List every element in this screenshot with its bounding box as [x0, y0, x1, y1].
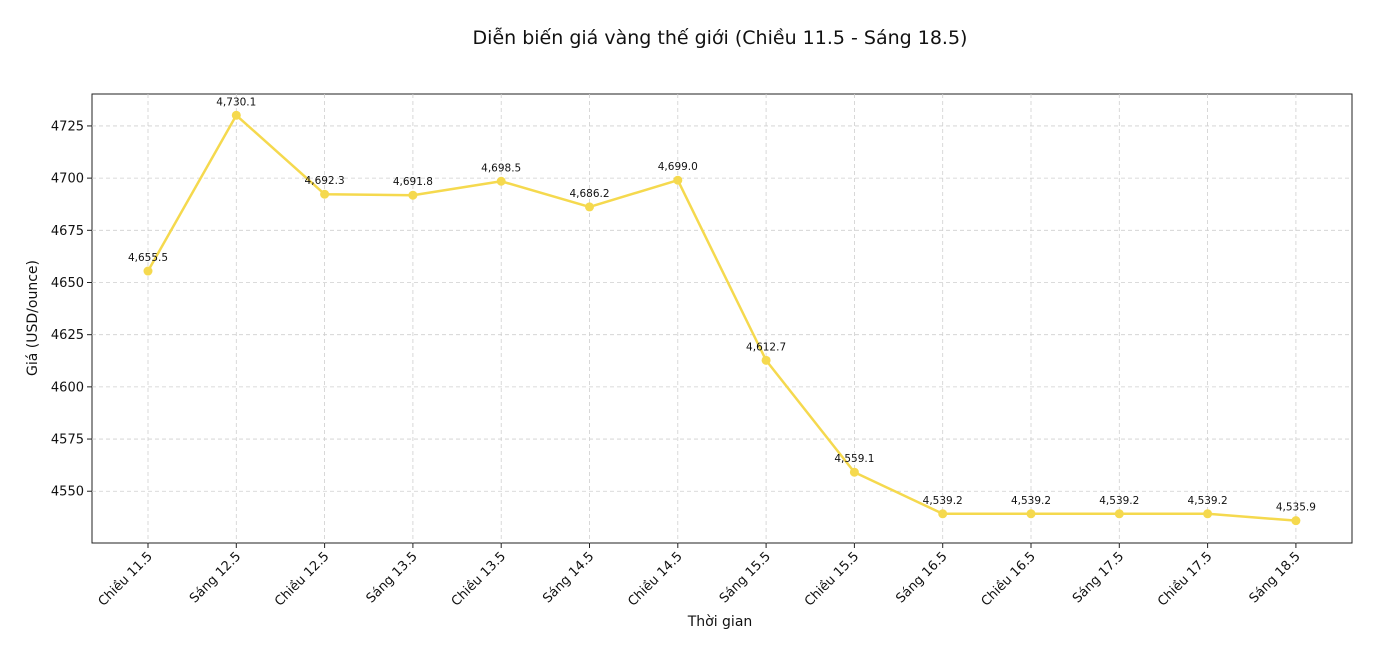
x-tick-label: Chiều 16.5	[979, 549, 1039, 609]
data-label: 4,539.2	[1011, 495, 1051, 507]
data-point	[849, 467, 859, 477]
data-point	[1203, 509, 1213, 519]
x-tick-label: Sáng 14.5	[540, 549, 597, 606]
y-axis: 4550 4575 4600 4625 4650 4675 4700 4725	[51, 119, 92, 500]
data-label: 4,730.1	[216, 96, 256, 108]
data-point	[320, 189, 330, 199]
x-tick-label: Chiều 15.5	[802, 549, 862, 609]
y-tick-label: 4600	[51, 380, 84, 395]
series-line	[146, 114, 1296, 522]
x-axis-title: Thời gian	[687, 614, 753, 630]
plot-area	[91, 93, 1353, 544]
data-label: 4,539.2	[923, 495, 963, 507]
data-label: 4,698.5	[481, 162, 521, 174]
x-tick-label: Sáng 16.5	[893, 549, 950, 606]
data-label: 4,559.1	[834, 453, 874, 465]
data-label: 4,539.2	[1099, 495, 1139, 507]
x-tick-label: Sáng 18.5	[1247, 549, 1304, 606]
x-tick-label: Chiều 13.5	[449, 549, 509, 609]
data-label: 4,535.9	[1276, 502, 1316, 514]
y-tick-label: 4725	[51, 119, 84, 134]
x-tick-label: Sáng 15.5	[717, 549, 774, 606]
x-tick-label: Chiều 14.5	[625, 549, 685, 609]
y-tick-label: 4650	[51, 276, 84, 291]
data-labels: 4,655.5 4,730.1 4,692.3 4,691.8 4,698.5 4,686…	[128, 96, 1316, 513]
data-point	[673, 175, 683, 185]
y-tick-label: 4625	[51, 328, 84, 343]
x-tick-label: Chiều 12.5	[272, 549, 332, 609]
data-point	[1291, 516, 1301, 526]
x-tick-label: Sáng 13.5	[364, 549, 421, 606]
data-point	[1114, 509, 1124, 519]
y-axis-title: Giá (USD/ounce)	[25, 260, 41, 376]
data-point	[761, 355, 771, 365]
y-tick-label: 4675	[51, 224, 84, 239]
data-point	[585, 202, 594, 212]
series-layer	[143, 110, 1301, 526]
data-label: 4,539.2	[1188, 495, 1228, 507]
data-point	[408, 190, 418, 200]
data-label: 4,655.5	[128, 252, 168, 264]
x-tick-label: Chiều 11.5	[96, 549, 156, 609]
x-tick-label: Chiều 17.5	[1155, 549, 1215, 609]
data-label: 4,691.8	[393, 176, 433, 188]
y-tick-label: 4550	[51, 485, 84, 500]
y-tick-label: 4575	[51, 433, 84, 448]
x-tick-label: Sáng 17.5	[1070, 549, 1127, 606]
data-point	[496, 176, 506, 186]
x-tick-label: Sáng 12.5	[187, 549, 244, 606]
x-axis: Chiều 11.5 Sáng 12.5 Chiều 12.5 Sáng 13.5 Ch…	[96, 543, 1304, 610]
data-label: 4,686.2	[569, 188, 609, 200]
data-point	[1026, 509, 1036, 519]
chart-title: Diễn biến giá vàng thế giới (Chiều 11.5 …	[473, 26, 968, 49]
data-label: 4,699.0	[658, 161, 698, 173]
data-label: 4,612.7	[746, 341, 786, 353]
data-point	[231, 110, 241, 120]
data-label: 4,692.3	[305, 175, 345, 187]
data-point	[143, 266, 153, 276]
y-tick-label: 4700	[51, 172, 84, 187]
data-point	[938, 509, 948, 519]
